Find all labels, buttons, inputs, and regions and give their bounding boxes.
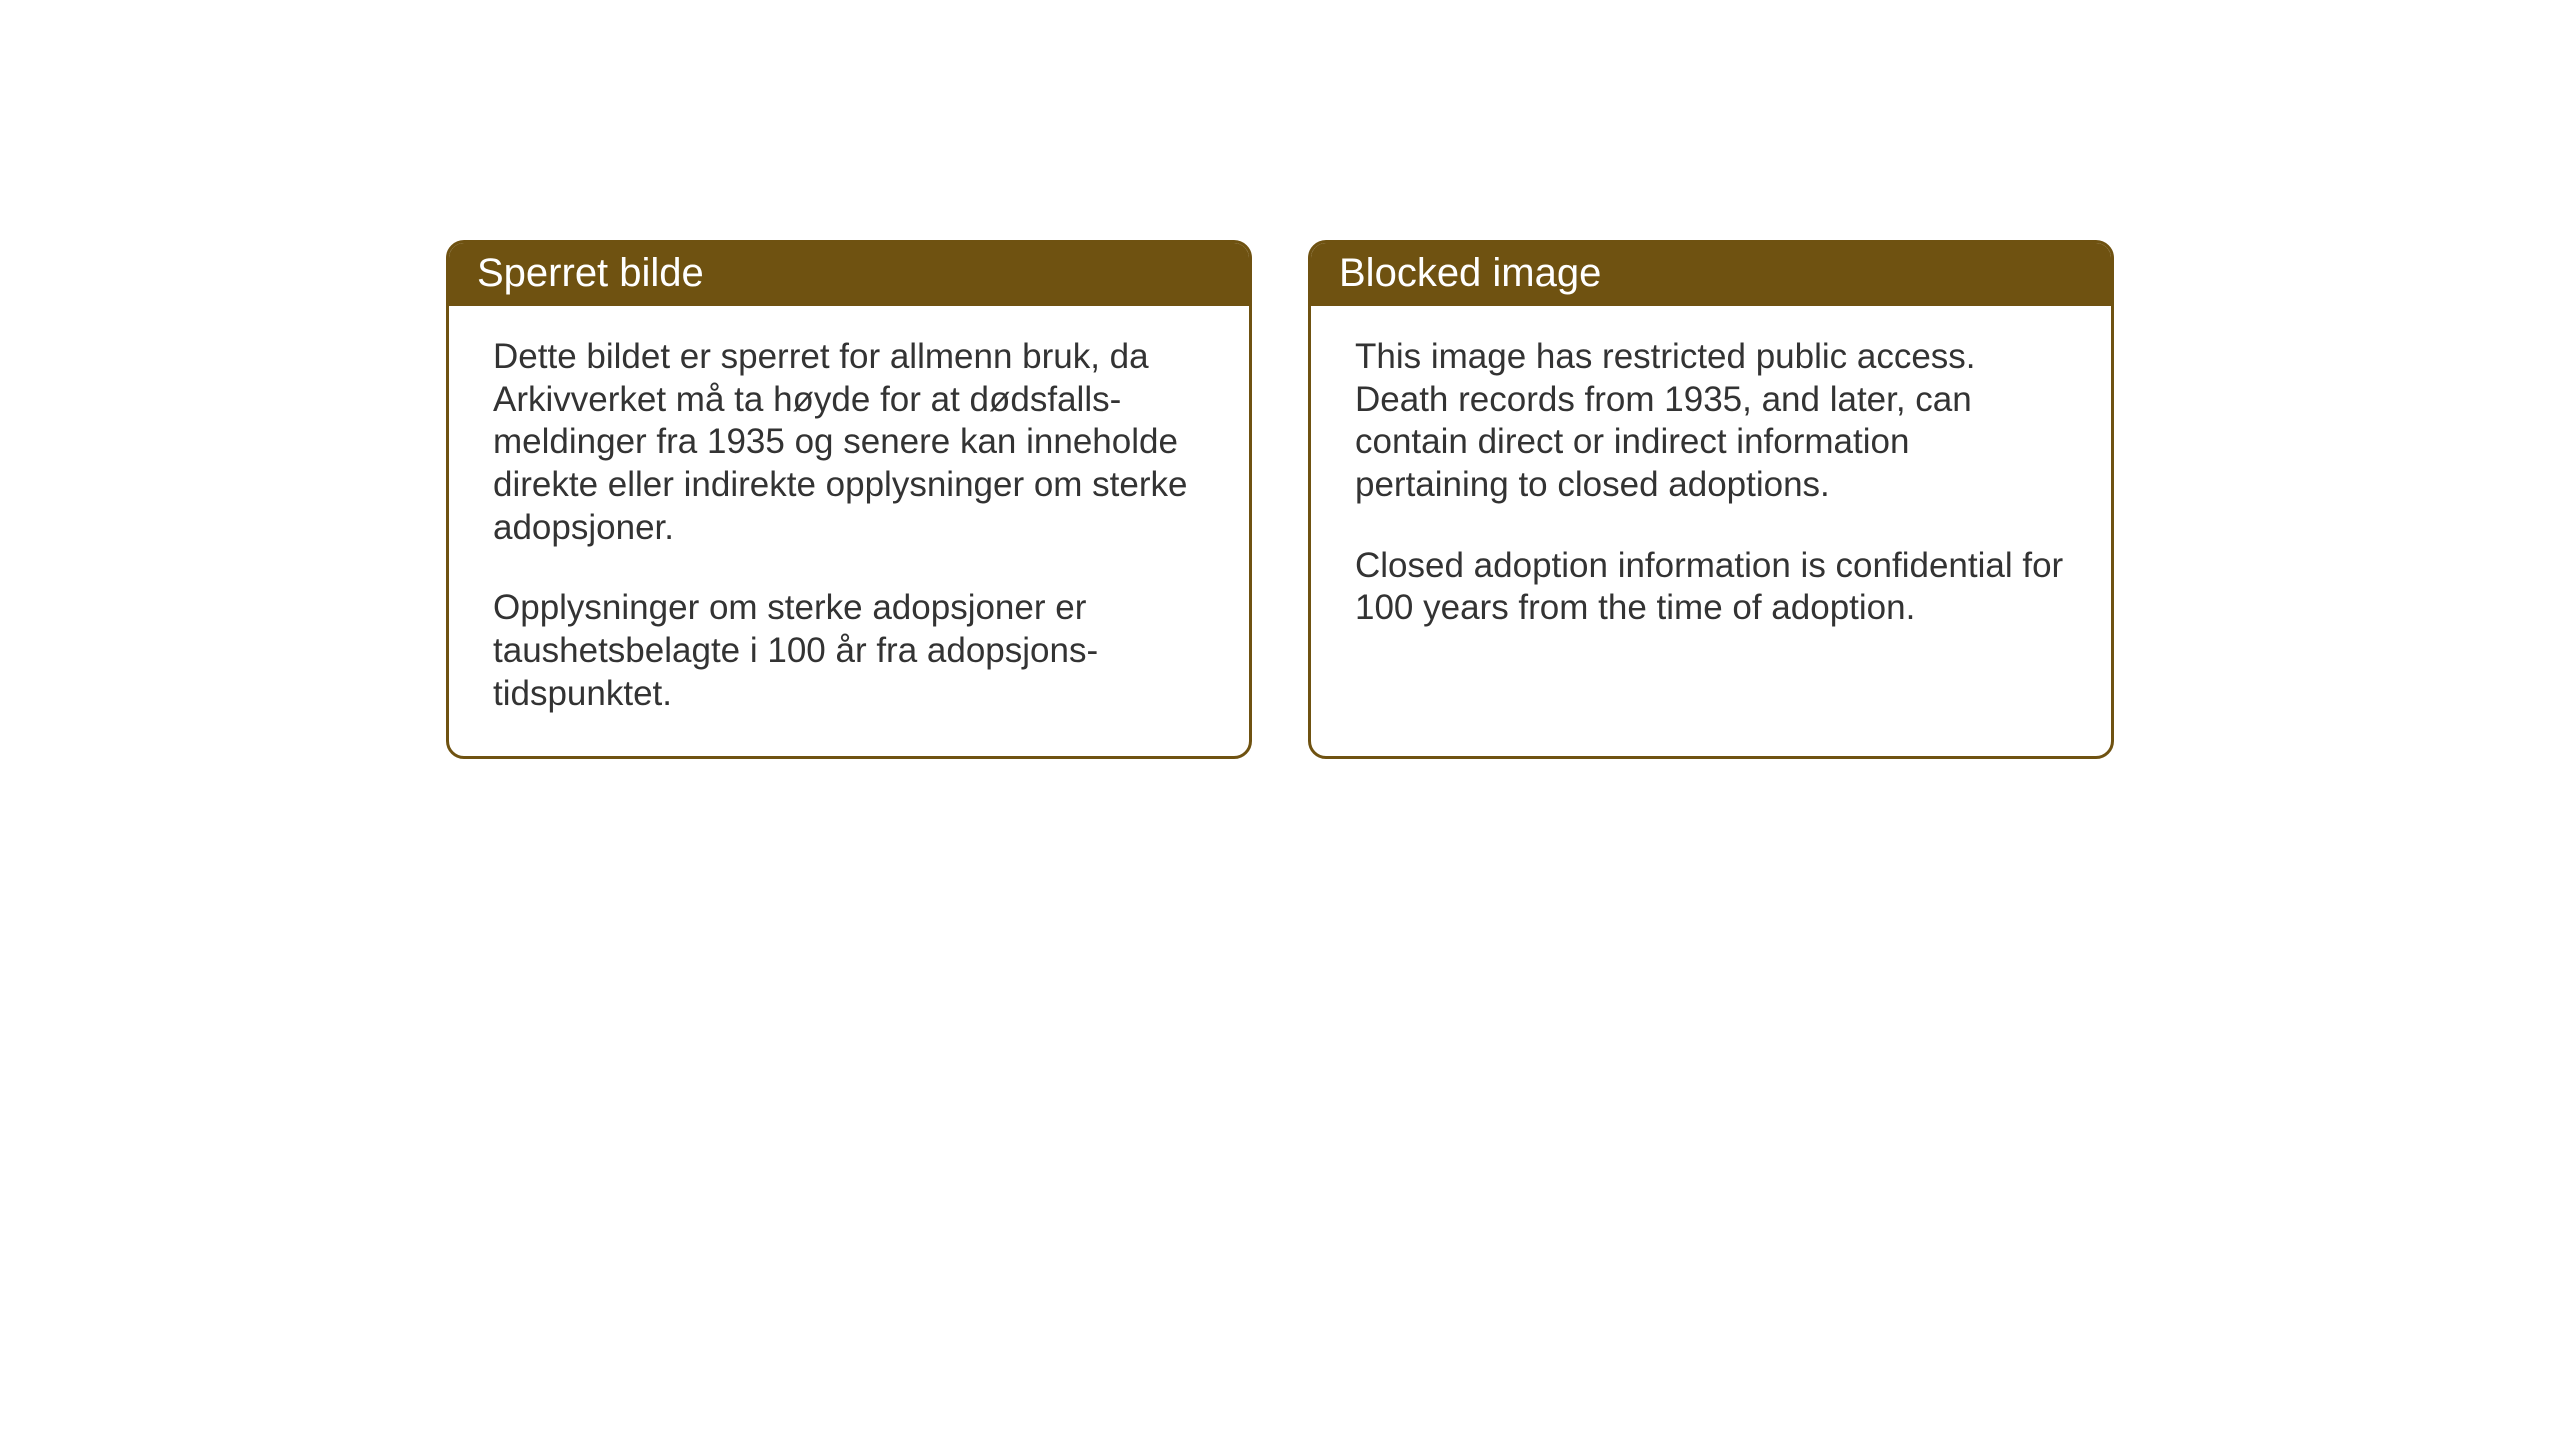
notice-header-norwegian: Sperret bilde: [449, 243, 1249, 306]
notice-container: Sperret bilde Dette bildet er sperret fo…: [446, 240, 2114, 759]
notice-paragraph: Closed adoption information is confident…: [1355, 545, 2067, 630]
notice-box-norwegian: Sperret bilde Dette bildet er sperret fo…: [446, 240, 1252, 759]
notice-paragraph: Dette bildet er sperret for allmenn bruk…: [493, 336, 1205, 549]
notice-paragraph: Opplysninger om sterke adopsjoner er tau…: [493, 587, 1205, 715]
notice-box-english: Blocked image This image has restricted …: [1308, 240, 2114, 759]
notice-body-norwegian: Dette bildet er sperret for allmenn bruk…: [449, 306, 1249, 756]
notice-paragraph: This image has restricted public access.…: [1355, 336, 2067, 507]
notice-header-english: Blocked image: [1311, 243, 2111, 306]
notice-body-english: This image has restricted public access.…: [1311, 306, 2111, 670]
